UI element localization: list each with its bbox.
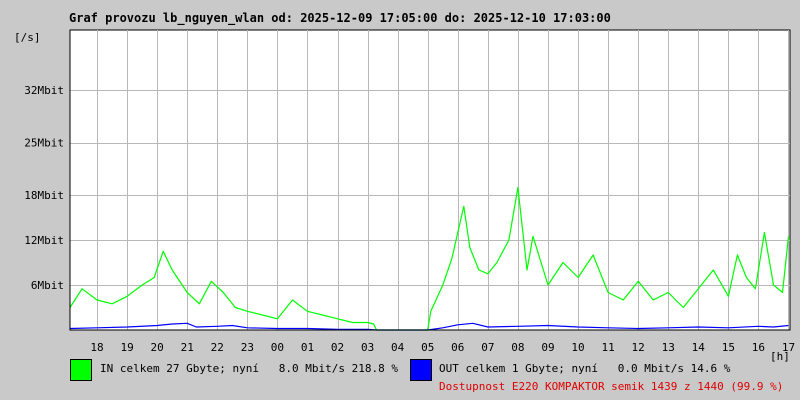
x-tick-label: 11	[601, 341, 614, 354]
x-tick-label: 01	[301, 341, 314, 354]
legend-in-swatch	[70, 359, 92, 381]
x-tick-label: 03	[361, 341, 374, 354]
y-tick-labels: 6Mbit 12Mbit 18Mbit 25Mbit 32Mbit	[24, 84, 64, 292]
x-tick-label: 18	[90, 341, 103, 354]
y-tick-label: 18Mbit	[24, 189, 64, 202]
chart-title: Graf provozu lb_nguyen_wlan od: 2025-12-…	[69, 11, 611, 25]
availability-text: Dostupnost E220 KOMPAKTOR semik 1439 z 1…	[439, 380, 784, 393]
x-tick-label: 02	[331, 341, 344, 354]
x-tick-label: 17	[782, 341, 795, 354]
legend-in-text: IN celkem 27 Gbyte; nyní 8.0 Mbit/s 218.…	[100, 362, 399, 375]
x-tick-label: 19	[120, 341, 133, 354]
x-tick-label: 08	[511, 341, 524, 354]
y-tick-label: 6Mbit	[31, 279, 64, 292]
x-tick-label: 05	[421, 341, 434, 354]
x-tick-label: 06	[451, 341, 464, 354]
x-tick-label: 15	[722, 341, 735, 354]
legend-out-text: OUT celkem 1 Gbyte; nyní 0.0 Mbit/s 14.6…	[439, 362, 731, 375]
x-tick-label: 20	[151, 341, 164, 354]
series-line-in	[69, 186, 790, 331]
y-tick-label: 12Mbit	[24, 234, 64, 247]
x-tick-label: 07	[481, 341, 494, 354]
grid-lines	[70, 30, 790, 330]
y-axis-label: [/s]	[14, 31, 41, 44]
x-axis-label: [h]	[770, 350, 790, 363]
plot-area	[69, 29, 791, 331]
x-tick-label: 23	[241, 341, 254, 354]
x-tick-label: 04	[391, 341, 405, 354]
x-tick-label: 10	[571, 341, 584, 354]
x-tick-label: 22	[211, 341, 224, 354]
x-tick-labels: 18 19 20 21 22 23 00 01 02 03 04 05 06 07 08 09 10 11 12 13…	[90, 341, 795, 354]
x-tick-label: 14	[692, 341, 706, 354]
x-tick-label: 16	[752, 341, 765, 354]
x-tick-label: 09	[541, 341, 554, 354]
x-tick-label: 12	[632, 341, 645, 354]
x-tick-label: 13	[662, 341, 675, 354]
y-tick-label: 25Mbit	[24, 137, 64, 150]
x-tick-label: 21	[181, 341, 194, 354]
y-tick-label: 32Mbit	[24, 84, 64, 97]
x-tick-label: 00	[271, 341, 284, 354]
legend-out-swatch	[410, 359, 432, 381]
